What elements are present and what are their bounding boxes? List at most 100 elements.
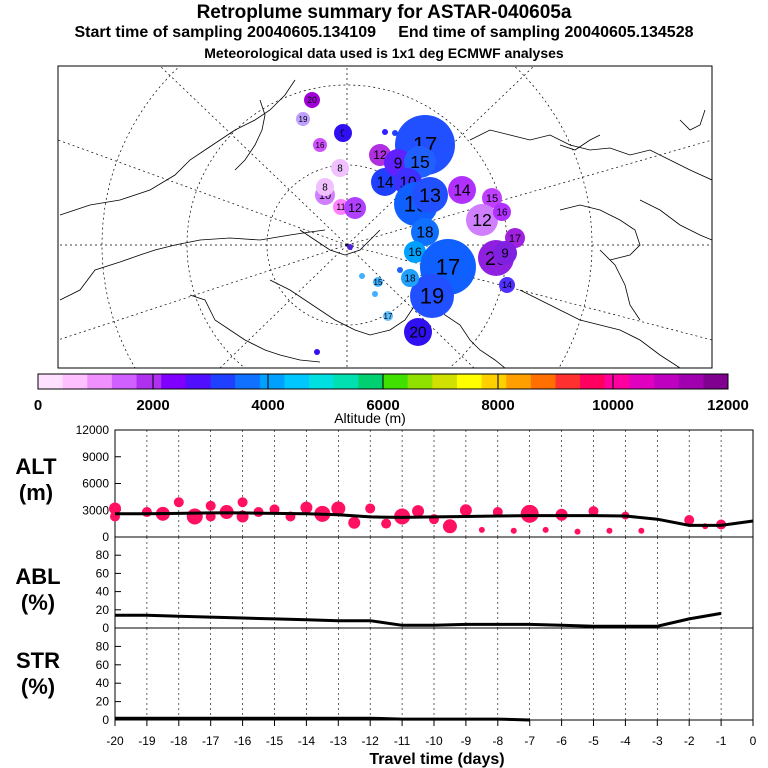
x-tick-label: -12 bbox=[362, 734, 380, 748]
colorbar-ticks: 0 2000 4000 6000 8000 10000 12000 bbox=[34, 374, 749, 414]
abl-panel: ABL (%) 0 20 40 60 80 bbox=[15, 536, 754, 635]
y-tick-label: 60 bbox=[96, 566, 110, 580]
colorbar-swatch bbox=[678, 374, 704, 389]
x-tick-label: -15 bbox=[266, 734, 284, 748]
colorbar-swatch bbox=[309, 374, 335, 389]
alt-data-point bbox=[348, 516, 361, 529]
map-cluster-dot bbox=[373, 277, 383, 287]
map-cluster-label: 17 bbox=[509, 233, 521, 245]
x-tick-label: -18 bbox=[170, 734, 188, 748]
map-cluster-label: 18 bbox=[416, 224, 433, 241]
colorbar-swatch bbox=[235, 374, 261, 389]
map-cluster-label: 18 bbox=[405, 273, 416, 284]
x-tick-label: -16 bbox=[234, 734, 252, 748]
map-cluster-label: 17 bbox=[384, 312, 393, 321]
alt-data-point bbox=[520, 504, 539, 523]
alt-points bbox=[109, 497, 727, 535]
map-cluster-label: 19 bbox=[420, 284, 444, 309]
map-cluster-dot bbox=[482, 188, 502, 208]
y-tick-label: 80 bbox=[96, 548, 110, 562]
alt-data-point bbox=[109, 502, 121, 515]
altitude-colorbar: 0 2000 4000 6000 8000 10000 12000 Altitude (m) bbox=[34, 373, 749, 426]
map-small-dot bbox=[342, 130, 348, 136]
map-cluster-label: 15 bbox=[374, 278, 383, 287]
x-tick-label: -14 bbox=[298, 734, 316, 748]
y-tick-label: 40 bbox=[96, 585, 110, 599]
map-cluster-dot bbox=[344, 197, 366, 219]
x-tick-label: -19 bbox=[138, 734, 156, 748]
map-cluster-dot bbox=[411, 218, 439, 246]
alt-data-point bbox=[173, 497, 184, 508]
str-yticks: 0 20 40 60 80 bbox=[96, 639, 121, 727]
alt-mean-line bbox=[115, 511, 754, 527]
map-cluster-label: 15 bbox=[486, 193, 498, 205]
map-cluster-label: 12 bbox=[348, 201, 362, 215]
x-tick-label: -5 bbox=[588, 734, 599, 748]
colorbar-swatch bbox=[185, 374, 211, 389]
map-cluster-label: 16 bbox=[408, 245, 422, 259]
x-tick-label: -8 bbox=[492, 734, 503, 748]
alt-data-point bbox=[186, 508, 203, 525]
colorbar-swatch bbox=[481, 374, 507, 389]
colorbar-tick-label: 2000 bbox=[136, 397, 169, 414]
x-tick-label: -9 bbox=[461, 734, 472, 748]
x-tick-label: -13 bbox=[330, 734, 348, 748]
colorbar-swatch bbox=[530, 374, 556, 389]
map-cluster-label: 12 bbox=[373, 148, 387, 162]
alt-yunit: (m) bbox=[19, 480, 53, 505]
map-small-dot bbox=[359, 273, 365, 279]
y-tick-label: 0 bbox=[102, 530, 109, 544]
map-cluster-label: 15 bbox=[410, 152, 430, 172]
map-cluster-dot bbox=[448, 176, 476, 204]
met-data-note: Meteorological data used is 1x1 deg ECMW… bbox=[204, 45, 564, 61]
x-tick-label: -6 bbox=[556, 734, 567, 748]
x-tick-label: -7 bbox=[524, 734, 535, 748]
map-cluster-label: 14 bbox=[453, 182, 471, 199]
x-tick-label: 0 bbox=[750, 734, 757, 748]
map-cluster-dot bbox=[383, 311, 393, 321]
map-cluster-dot bbox=[401, 269, 419, 287]
abl-yunit: (%) bbox=[21, 590, 55, 615]
str-grid bbox=[114, 628, 754, 720]
x-tick-label: -11 bbox=[394, 734, 411, 748]
map-cluster-label: 13 bbox=[419, 185, 441, 207]
map-cluster-dot bbox=[296, 112, 310, 126]
alt-data-point bbox=[141, 507, 152, 518]
colorbar-tick-label: 6000 bbox=[366, 397, 399, 414]
x-tick-label: -1 bbox=[716, 734, 727, 748]
map-cluster-label: 9 bbox=[501, 246, 508, 261]
map-small-dot bbox=[314, 349, 320, 355]
colorbar-swatch bbox=[358, 374, 384, 389]
alt-ylabel: ALT bbox=[15, 454, 57, 479]
colorbar-swatch bbox=[210, 374, 236, 389]
colorbar-swatch bbox=[136, 374, 162, 389]
alt-data-point bbox=[588, 506, 599, 517]
alt-data-point bbox=[542, 526, 549, 533]
x-axis-label: Travel time (days) bbox=[369, 751, 504, 768]
colorbar-swatch bbox=[62, 374, 88, 389]
abl-grid bbox=[114, 537, 754, 628]
colorbar-swatch bbox=[38, 374, 64, 389]
alt-data-point bbox=[442, 519, 457, 534]
colorbar-swatch bbox=[703, 374, 729, 389]
colorbar-swatch bbox=[456, 374, 483, 389]
x-tick-label: -4 bbox=[620, 734, 631, 748]
x-tick-label: -2 bbox=[684, 734, 695, 748]
colorbar-swatch bbox=[432, 374, 458, 389]
y-tick-label: 6000 bbox=[82, 477, 109, 491]
colorbar-swatch bbox=[407, 374, 433, 389]
colorbar-swatches bbox=[38, 374, 729, 389]
alt-data-point bbox=[606, 527, 613, 534]
figure-title: Retroplume summary for ASTAR-040605a bbox=[196, 2, 572, 23]
colorbar-swatch bbox=[654, 374, 680, 389]
map-plume-clusters: 2019171691281491081112151019131415121617… bbox=[296, 92, 525, 355]
x-axis-ticks: -20 -19 -18 -17 -16 -15 -14 -13 -12 -11 -10 -9 -8 -7-… bbox=[106, 720, 757, 748]
x-tick-label: -3 bbox=[652, 734, 663, 748]
y-tick-label: 3000 bbox=[82, 503, 109, 517]
alt-data-point bbox=[331, 501, 346, 516]
y-tick-label: 0 bbox=[102, 621, 109, 635]
map-coastlines bbox=[59, 79, 712, 368]
x-tick-label: -10 bbox=[425, 734, 443, 748]
alt-data-point bbox=[381, 518, 392, 529]
